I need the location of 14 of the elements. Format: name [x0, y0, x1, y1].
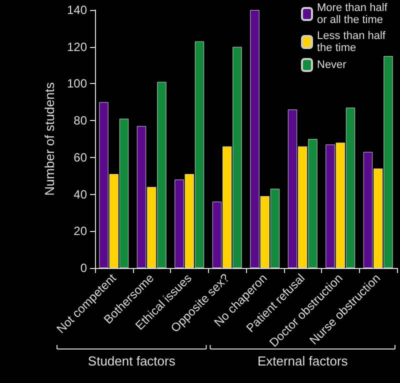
y-tick-label: 80 — [74, 114, 88, 128]
y-tick-label: 100 — [66, 76, 88, 91]
y-tick-label: 60 — [74, 150, 88, 164]
legend-label: Less than half the time — [317, 30, 389, 54]
legend-label: More than half or all the time — [317, 2, 390, 26]
y-tick-label: 0 — [80, 261, 88, 275]
y-tick-label: 40 — [74, 187, 88, 202]
y-tick-label: 140 — [66, 3, 88, 17]
legend-label: Never — [317, 59, 347, 71]
text: Student factors — [88, 354, 176, 368]
y-axis-title: Number of students — [42, 82, 58, 196]
text: External factors — [257, 354, 348, 368]
y-tick-label: 120 — [66, 40, 88, 54]
y-tick-label: 20 — [74, 224, 88, 238]
